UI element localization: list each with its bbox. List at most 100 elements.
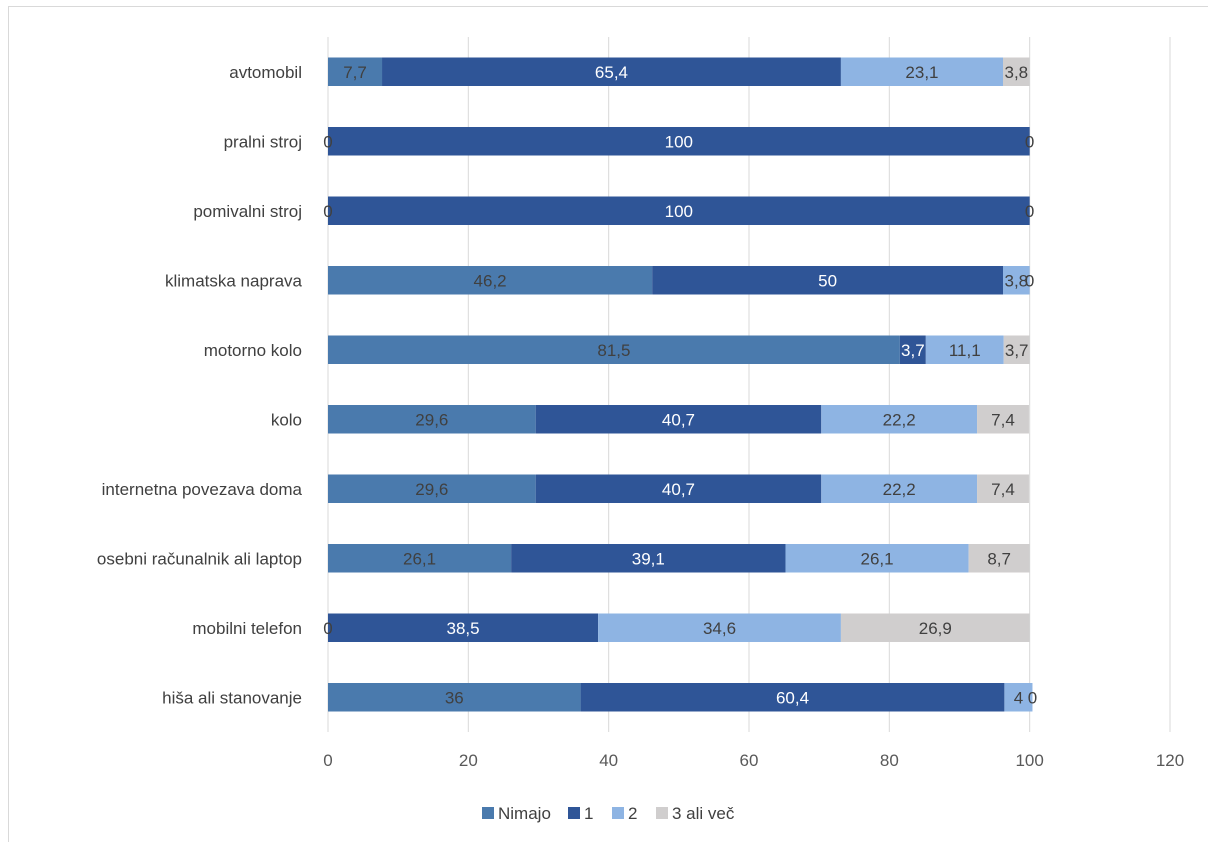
x-tick-label: 40 <box>599 751 618 770</box>
data-label: 3,8 <box>1005 63 1029 82</box>
data-label: 0 <box>1025 132 1034 151</box>
data-label: 65,4 <box>595 63 628 82</box>
legend-label: 1 <box>584 804 593 823</box>
category-label: motorno kolo <box>204 341 302 360</box>
data-label: 22,2 <box>883 480 916 499</box>
bar-segment <box>968 544 1030 573</box>
data-label: 22,2 <box>883 410 916 429</box>
data-label: 38,5 <box>447 619 480 638</box>
data-label: 100 <box>665 132 693 151</box>
data-label: 29,6 <box>415 480 448 499</box>
category-label: pomivalni stroj <box>193 202 302 221</box>
bar-segment <box>535 474 822 503</box>
data-label: 29,6 <box>415 410 448 429</box>
bar-segment <box>840 57 1004 86</box>
data-label: 0 <box>1028 688 1037 707</box>
data-label: 40,7 <box>662 410 695 429</box>
data-label: 3,7 <box>901 341 925 360</box>
data-label: 36 <box>445 688 464 707</box>
bar-segment <box>598 613 841 642</box>
legend: Nimajo 1 2 3 ali več <box>482 804 735 823</box>
bar-segment <box>328 196 1030 225</box>
data-label: 34,6 <box>703 619 736 638</box>
data-label: 26,9 <box>919 619 952 638</box>
bar-segment <box>382 57 841 86</box>
category-label: kolo <box>271 410 302 429</box>
legend-swatch <box>612 807 624 819</box>
data-label: 0 <box>1025 271 1034 290</box>
data-label: 0 <box>1025 202 1034 221</box>
bar-segment <box>328 474 536 503</box>
bar-segment <box>328 405 536 434</box>
x-axis-tick-labels: 0 20 40 60 80 100 120 <box>323 751 1184 770</box>
legend-label: 2 <box>628 804 637 823</box>
data-label: 4 <box>1014 688 1023 707</box>
bar-segment <box>977 474 1029 503</box>
bar-segment <box>840 613 1030 642</box>
category-labels: avtomobil pralni stroj pomivalni stroj klim… <box>97 63 303 708</box>
data-label: 50 <box>818 271 837 290</box>
data-label: 46,2 <box>474 271 507 290</box>
bar-segment <box>1003 57 1030 86</box>
bar-segment <box>785 544 969 573</box>
data-label: 26,1 <box>403 549 436 568</box>
category-label: avtomobil <box>229 63 302 82</box>
bar-segment <box>328 57 383 86</box>
data-label: 7,7 <box>343 63 367 82</box>
x-tick-label: 60 <box>740 751 759 770</box>
data-label: 81,5 <box>597 341 630 360</box>
legend-label: Nimajo <box>498 804 551 823</box>
bar-segment <box>580 683 1005 712</box>
data-label: 60,4 <box>776 688 809 707</box>
data-label: 0 <box>323 202 332 221</box>
bar-segment <box>652 266 1004 295</box>
data-label: 3,7 <box>1005 341 1029 360</box>
legend-label: 3 ali več <box>672 804 735 823</box>
data-label: 0 <box>323 132 332 151</box>
legend-swatch <box>482 807 494 819</box>
data-label: 100 <box>665 202 693 221</box>
bar-segment <box>328 335 900 364</box>
bar-segment <box>899 335 926 364</box>
category-label: mobilni telefon <box>192 619 302 638</box>
category-label: klimatska naprava <box>165 271 303 290</box>
bar-segment <box>328 683 581 712</box>
data-label: 7,4 <box>991 410 1015 429</box>
x-tick-label: 0 <box>323 751 332 770</box>
bar-segment <box>1004 683 1033 712</box>
bar-segment <box>821 405 978 434</box>
data-label: 0 <box>323 619 332 638</box>
category-label: hiša ali stanovanje <box>162 688 302 707</box>
legend-swatch <box>568 807 580 819</box>
bar-segment <box>925 335 1004 364</box>
data-label: 3,8 <box>1005 271 1029 290</box>
bar-segment <box>511 544 786 573</box>
bar-segment <box>328 544 512 573</box>
data-label: 23,1 <box>905 63 938 82</box>
bar-segment <box>977 405 1029 434</box>
bars <box>328 57 1033 712</box>
data-label: 39,1 <box>632 549 665 568</box>
x-tick-label: 20 <box>459 751 478 770</box>
bar-segment <box>1003 266 1030 295</box>
bar-segment <box>328 127 1030 156</box>
bar-segment <box>1003 335 1030 364</box>
category-label: internetna povezava doma <box>102 480 303 499</box>
chart-area: 7,7 65,4 23,1 3,8 0 100 0 0 100 0 46,2 50 3,8 0 81,5 3,… <box>8 6 1208 842</box>
category-label: pralni stroj <box>224 132 302 151</box>
category-label: osebni računalnik ali laptop <box>97 549 302 568</box>
legend-swatch <box>656 807 668 819</box>
x-tick-label: 120 <box>1156 751 1184 770</box>
bar-segment <box>535 405 822 434</box>
x-tick-label: 100 <box>1015 751 1043 770</box>
bar-segment <box>328 266 653 295</box>
data-label: 7,4 <box>991 480 1015 499</box>
data-label: 11,1 <box>949 341 981 360</box>
x-tick-label: 80 <box>880 751 899 770</box>
data-label: 8,7 <box>987 549 1011 568</box>
data-label: 26,1 <box>861 549 894 568</box>
data-label: 40,7 <box>662 480 695 499</box>
bar-segment <box>821 474 978 503</box>
